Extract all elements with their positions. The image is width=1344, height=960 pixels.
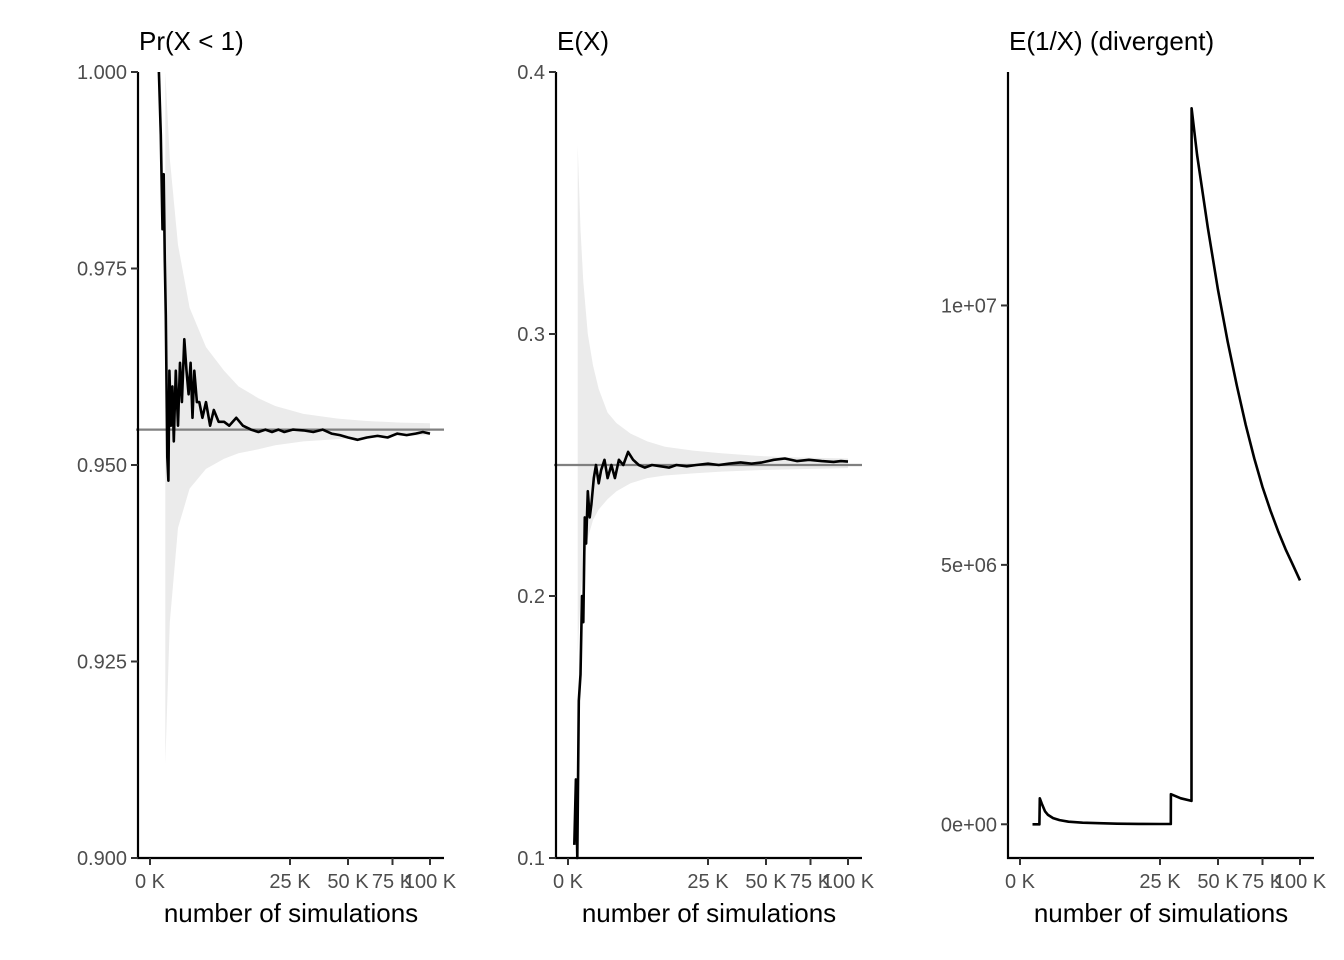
x-tick-label: 100 K [822,871,875,893]
panel-title-pr-x-lt-1: Pr(X < 1) [139,26,244,56]
series-line-0 [573,450,849,860]
y-tick-label: 0.975 [77,259,127,281]
panel-title-e-inv-x: E(1/X) (divergent) [1009,26,1214,56]
x-tick-label: 100 K [404,871,457,893]
y-tick-label: 0e+00 [941,814,997,836]
panel-e-inv-x: E(1/X) (divergent) 0e+00 5e+06 1e+07 0 K 25 … [941,26,1327,928]
panel-title-e-x: E(X) [557,26,609,56]
panel-pr-x-lt-1: Pr(X < 1) 0.900 0.925 0.950 0.975 1.000 0 K 25… [77,26,457,928]
x-tick-label: 50 K [327,871,369,893]
y-tick-label: 5e+06 [941,555,997,577]
y-tick-label: 0.900 [77,848,127,870]
x-axis-title-e-x: number of simulations [582,898,836,928]
y-tick-label: 0.2 [517,586,545,608]
x-tick-label: 75 K [790,871,832,893]
y-tick-label: 0.1 [517,848,545,870]
x-tick-label: 0 K [135,871,166,893]
plot-area-pr-x-lt-1: 0.900 0.925 0.950 0.975 1.000 0 K 25 K 50 K 75 K… [77,62,457,893]
x-tick-label: 0 K [1005,871,1036,893]
y-tick-label: 1.000 [77,62,127,84]
y-tick-label: 1e+07 [941,295,997,317]
x-axis-title-e-inv-x: number of simulations [1034,898,1288,928]
x-tick-label: 75 K [1242,871,1284,893]
x-axis-title-pr-x-lt-1: number of simulations [164,898,418,928]
y-tick-label: 0.4 [517,62,545,84]
y-tick-label: 0.950 [77,455,127,477]
y-tick-label: 0.925 [77,652,127,674]
x-tick-label: 25 K [269,871,311,893]
series-line-0 [1032,107,1302,826]
x-tick-label: 25 K [687,871,729,893]
uncertainty-band [577,145,848,654]
x-tick-label: 100 K [1274,871,1327,893]
x-tick-label: 0 K [553,871,584,893]
x-tick-label: 50 K [745,871,787,893]
uncertainty-band [165,72,431,764]
x-tick-label: 75 K [372,871,414,893]
x-tick-label: 25 K [1139,871,1181,893]
y-tick-label: 0.3 [517,324,545,346]
x-tick-label: 50 K [1197,871,1239,893]
series-line-0 [157,71,431,482]
